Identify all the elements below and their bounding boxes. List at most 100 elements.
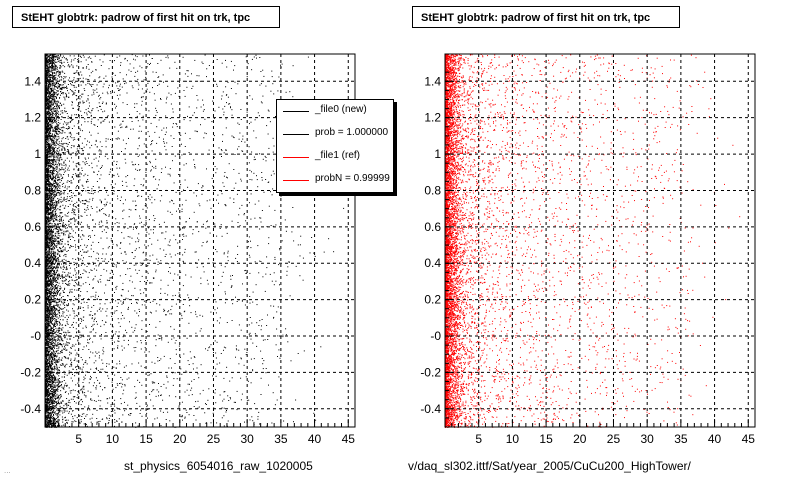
scatter-point: [120, 242, 122, 244]
scatter-point: [87, 339, 89, 341]
scatter-point: [48, 420, 49, 422]
scatter-point: [90, 269, 92, 271]
scatter-point: [66, 59, 68, 61]
scatter-point: [238, 138, 240, 140]
scatter-point: [71, 182, 73, 184]
scatter-point: [130, 275, 132, 277]
scatter-point: [231, 285, 233, 287]
scatter-point: [224, 302, 226, 304]
scatter-point: [57, 286, 59, 288]
scatter-point: [62, 112, 64, 114]
scatter-point: [50, 275, 52, 277]
scatter-point: [126, 104, 128, 105]
scatter-point: [52, 199, 54, 201]
scatter-point: [85, 396, 87, 398]
scatter-point: [58, 401, 59, 403]
scatter-point: [271, 422, 273, 424]
scatter-point: [45, 188, 47, 190]
scatter-point: [118, 222, 120, 224]
scatter-point: [55, 226, 57, 228]
scatter-point: [56, 269, 58, 271]
scatter-point: [164, 238, 166, 240]
scatter-point: [102, 248, 104, 250]
scatter-point: [86, 291, 88, 293]
scatter-point: [163, 249, 165, 251]
scatter-point: [55, 300, 57, 302]
scatter-point: [249, 419, 251, 421]
scatter-point: [64, 348, 66, 350]
scatter-point: [139, 281, 141, 282]
scatter-point: [182, 239, 183, 240]
scatter-point: [55, 351, 57, 353]
scatter-point: [92, 341, 94, 343]
scatter-point: [51, 217, 53, 219]
scatter-point: [54, 345, 56, 347]
scatter-point: [53, 271, 55, 273]
scatter-point: [47, 292, 49, 294]
scatter-point: [56, 415, 58, 417]
scatter-point: [94, 317, 96, 319]
scatter-point: [194, 356, 196, 358]
scatter-point: [223, 114, 225, 116]
scatter-point: [186, 70, 188, 72]
scatter-point: [81, 215, 83, 217]
scatter-point: [227, 420, 229, 422]
scatter-point: [155, 326, 157, 328]
scatter-point: [62, 123, 64, 125]
scatter-point: [260, 377, 262, 379]
scatter-point: [48, 68, 50, 70]
scatter-point: [212, 412, 214, 414]
scatter-point: [50, 400, 51, 402]
scatter-point: [56, 217, 58, 219]
scatter-point: [199, 80, 201, 82]
scatter-point: [122, 260, 124, 262]
scatter-point: [264, 155, 266, 157]
scatter-point: [88, 382, 90, 384]
scatter-point: [295, 265, 297, 267]
scatter-point: [51, 361, 52, 363]
scatter-point: [136, 111, 138, 112]
scatter-point: [82, 148, 83, 150]
scatter-point: [73, 168, 75, 170]
scatter-point: [57, 116, 58, 118]
scatter-point: [50, 363, 52, 365]
scatter-point: [58, 151, 60, 153]
scatter-point: [150, 144, 152, 146]
scatter-point: [50, 101, 52, 103]
scatter-point: [83, 413, 85, 415]
scatter-point: [182, 285, 184, 287]
scatter-point: [195, 401, 197, 403]
scatter-point: [88, 235, 89, 237]
scatter-point: [52, 418, 54, 420]
scatter-point: [165, 149, 167, 151]
scatter-point: [50, 124, 52, 126]
scatter-point: [52, 287, 54, 289]
scatter-point: [64, 267, 66, 269]
scatter-point: [51, 58, 53, 60]
scatter-point: [60, 351, 62, 353]
scatter-point: [51, 134, 53, 136]
scatter-point: [233, 169, 235, 170]
scatter-point: [80, 221, 82, 223]
scatter-point: [278, 76, 280, 78]
scatter-point: [60, 105, 62, 107]
scatter-point: [49, 113, 51, 115]
scatter-point: [87, 192, 89, 194]
scatter-point: [97, 132, 99, 134]
scatter-point: [69, 351, 71, 353]
scatter-point: [50, 215, 51, 217]
scatter-point: [47, 258, 49, 260]
scatter-point: [148, 110, 150, 112]
scatter-point: [85, 180, 87, 182]
scatter-point: [169, 358, 171, 360]
scatter-point: [77, 308, 79, 310]
scatter-point: [189, 138, 191, 140]
scatter-point: [194, 166, 196, 168]
scatter-point: [49, 377, 51, 379]
scatter-point: [180, 271, 182, 273]
scatter-point: [90, 398, 92, 400]
scatter-point: [215, 368, 217, 370]
scatter-point: [48, 195, 50, 197]
scatter-point: [48, 262, 50, 264]
scatter-point: [173, 328, 175, 330]
